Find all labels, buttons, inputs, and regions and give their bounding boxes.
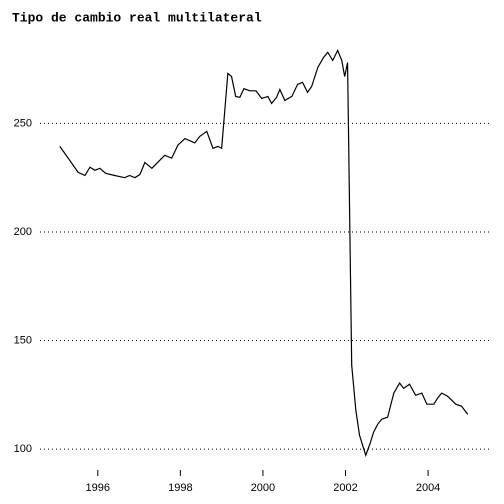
x-tick-label: 1998	[168, 482, 192, 494]
x-tick-label: 1996	[86, 482, 110, 494]
y-tick-label: 250	[14, 117, 32, 129]
chart-title: Tipo de cambio real multilateral	[12, 10, 262, 25]
x-tick-label: 2004	[416, 482, 440, 494]
x-tick-label: 2000	[251, 482, 275, 494]
y-tick-label: 200	[14, 226, 32, 238]
y-tick-label: 100	[14, 443, 32, 455]
x-tick-label: 2002	[333, 482, 357, 494]
y-tick-label: 150	[14, 334, 32, 346]
line	[59, 48, 469, 458]
